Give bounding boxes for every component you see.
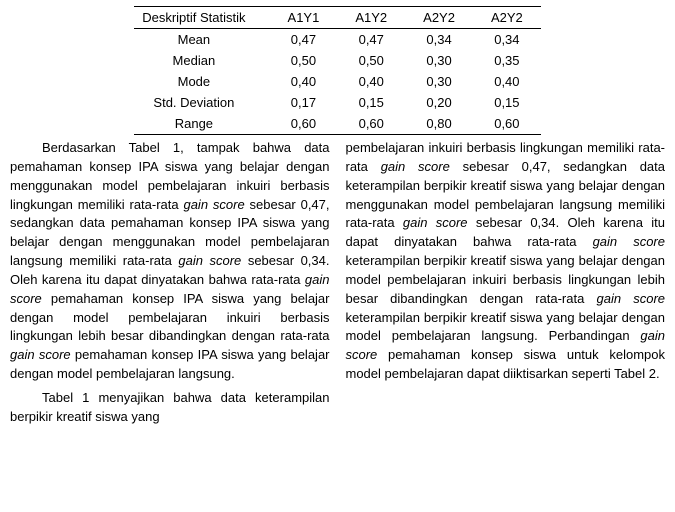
body-text-two-column: Berdasarkan Tabel 1, tampak bahwa data p… <box>10 139 665 432</box>
gain-score-term: gain score <box>178 253 241 268</box>
row-label: Median <box>134 50 269 71</box>
table-row: Mode 0,40 0,40 0,30 0,40 <box>134 71 541 92</box>
text: pemahaman konsep IPA siswa yang belajar … <box>10 291 330 344</box>
cell: 0,60 <box>337 113 405 135</box>
cell: 0,15 <box>337 92 405 113</box>
table-row: Median 0,50 0,50 0,30 0,35 <box>134 50 541 71</box>
gain-score-term: gain score <box>403 215 468 230</box>
header-desc: Deskriptif Statistik <box>134 7 269 29</box>
cell: 0,20 <box>405 92 473 113</box>
cell: 0,34 <box>405 29 473 51</box>
table-header-row: Deskriptif Statistik A1Y1 A1Y2 A2Y2 A2Y2 <box>134 7 541 29</box>
cell: 0,60 <box>270 113 338 135</box>
row-label: Range <box>134 113 269 135</box>
left-column: Berdasarkan Tabel 1, tampak bahwa data p… <box>10 139 330 432</box>
header-a1y2: A1Y2 <box>337 7 405 29</box>
cell: 0,35 <box>473 50 541 71</box>
cell: 0,50 <box>337 50 405 71</box>
right-paragraph-1: pembelajaran inkuiri berbasis lingkungan… <box>346 139 666 384</box>
cell: 0,15 <box>473 92 541 113</box>
cell: 0,40 <box>270 71 338 92</box>
cell: 0,40 <box>337 71 405 92</box>
gain-score-term: gain score <box>10 347 71 362</box>
cell: 0,50 <box>270 50 338 71</box>
table-row: Mean 0,47 0,47 0,34 0,34 <box>134 29 541 51</box>
left-paragraph-2: Tabel 1 menyajikan bahwa data keterampil… <box>10 389 330 427</box>
cell: 0,40 <box>473 71 541 92</box>
right-column: pembelajaran inkuiri berbasis lingkungan… <box>346 139 666 432</box>
text: keterampilan berpikir kreatif siswa yang… <box>346 310 666 344</box>
left-paragraph-1: Berdasarkan Tabel 1, tampak bahwa data p… <box>10 139 330 384</box>
cell: 0,80 <box>405 113 473 135</box>
gain-score-term: gain score <box>596 291 665 306</box>
header-a2y2b: A2Y2 <box>473 7 541 29</box>
cell: 0,30 <box>405 71 473 92</box>
cell: 0,47 <box>270 29 338 51</box>
cell: 0,60 <box>473 113 541 135</box>
gain-score-term: gain score <box>183 197 244 212</box>
gain-score-term: gain score <box>381 159 450 174</box>
table-row: Std. Deviation 0,17 0,15 0,20 0,15 <box>134 92 541 113</box>
row-label: Std. Deviation <box>134 92 269 113</box>
cell: 0,30 <box>405 50 473 71</box>
row-label: Mode <box>134 71 269 92</box>
text: Tabel 1 menyajikan bahwa data keterampil… <box>10 390 330 424</box>
header-a1y1: A1Y1 <box>270 7 338 29</box>
header-a2y2a: A2Y2 <box>405 7 473 29</box>
gain-score-term: gain score <box>593 234 665 249</box>
cell: 0,34 <box>473 29 541 51</box>
descriptive-statistics-table: Deskriptif Statistik A1Y1 A1Y2 A2Y2 A2Y2… <box>134 6 541 135</box>
cell: 0,17 <box>270 92 338 113</box>
text: pemahaman konsep siswa untuk kelompok mo… <box>346 347 666 381</box>
row-label: Mean <box>134 29 269 51</box>
table-row: Range 0,60 0,60 0,80 0,60 <box>134 113 541 135</box>
cell: 0,47 <box>337 29 405 51</box>
